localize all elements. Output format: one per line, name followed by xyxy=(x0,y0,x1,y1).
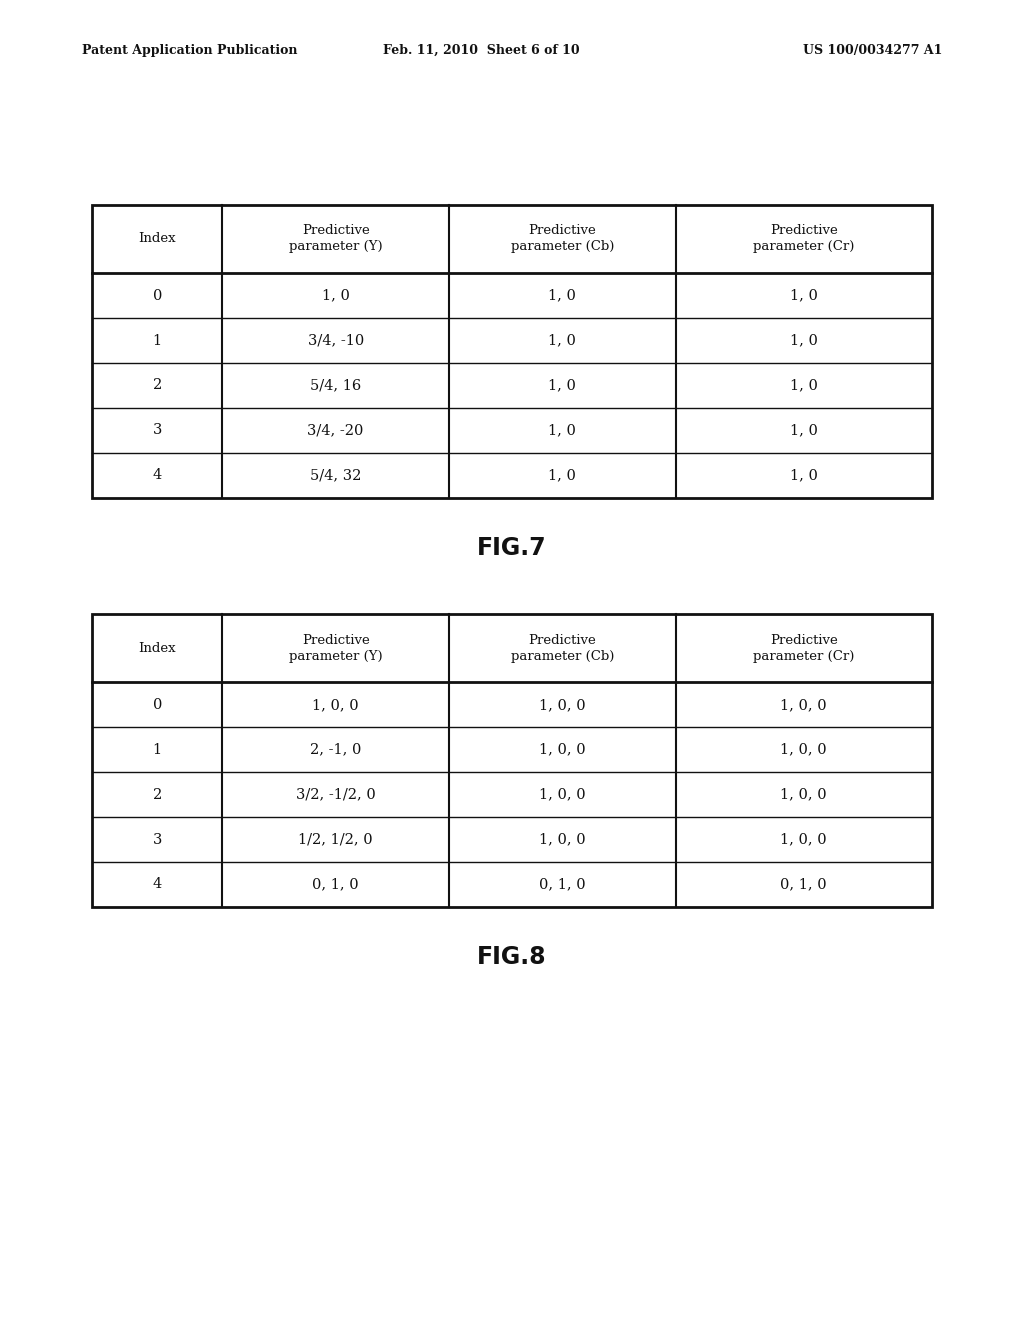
Text: 1, 0: 1, 0 xyxy=(790,289,818,302)
Text: Feb. 11, 2010  Sheet 6 of 10: Feb. 11, 2010 Sheet 6 of 10 xyxy=(383,44,580,57)
Text: 1, 0: 1, 0 xyxy=(790,379,818,392)
Text: Predictive
parameter (Cr): Predictive parameter (Cr) xyxy=(753,224,854,253)
Text: 1, 0: 1, 0 xyxy=(549,469,577,482)
Text: 1, 0, 0: 1, 0, 0 xyxy=(780,833,827,846)
Text: 1, 0: 1, 0 xyxy=(549,424,577,437)
Text: 1, 0, 0: 1, 0, 0 xyxy=(780,788,827,801)
Text: Predictive
parameter (Y): Predictive parameter (Y) xyxy=(289,634,383,663)
Text: 0, 1, 0: 0, 1, 0 xyxy=(780,878,827,891)
Text: 3: 3 xyxy=(153,424,162,437)
Text: 1: 1 xyxy=(153,743,162,756)
Text: 3/2, -1/2, 0: 3/2, -1/2, 0 xyxy=(296,788,376,801)
Text: 1, 0, 0: 1, 0, 0 xyxy=(539,698,586,711)
Text: Index: Index xyxy=(138,642,176,655)
Text: 0, 1, 0: 0, 1, 0 xyxy=(312,878,359,891)
Text: FIG.7: FIG.7 xyxy=(477,536,547,560)
Text: 1, 0: 1, 0 xyxy=(549,289,577,302)
Text: 3/4, -10: 3/4, -10 xyxy=(307,334,364,347)
Text: Predictive
parameter (Cb): Predictive parameter (Cb) xyxy=(511,634,614,663)
Text: 1, 0, 0: 1, 0, 0 xyxy=(539,788,586,801)
Text: 1, 0, 0: 1, 0, 0 xyxy=(312,698,359,711)
Text: 3/4, -20: 3/4, -20 xyxy=(307,424,364,437)
Text: 2: 2 xyxy=(153,788,162,801)
Text: FIG.8: FIG.8 xyxy=(477,945,547,969)
Text: 2: 2 xyxy=(153,379,162,392)
Text: 4: 4 xyxy=(153,469,162,482)
Text: Patent Application Publication: Patent Application Publication xyxy=(82,44,297,57)
Text: 1, 0: 1, 0 xyxy=(790,334,818,347)
Text: 1, 0: 1, 0 xyxy=(549,379,577,392)
Text: 4: 4 xyxy=(153,878,162,891)
Text: 1, 0: 1, 0 xyxy=(549,334,577,347)
Bar xyxy=(92,205,932,498)
Text: 1: 1 xyxy=(153,334,162,347)
Text: 0: 0 xyxy=(153,698,162,711)
Text: Predictive
parameter (Y): Predictive parameter (Y) xyxy=(289,224,383,253)
Text: 1, 0, 0: 1, 0, 0 xyxy=(780,743,827,756)
Text: Predictive
parameter (Cr): Predictive parameter (Cr) xyxy=(753,634,854,663)
Text: 2, -1, 0: 2, -1, 0 xyxy=(310,743,361,756)
Text: Predictive
parameter (Cb): Predictive parameter (Cb) xyxy=(511,224,614,253)
Text: 1, 0: 1, 0 xyxy=(790,424,818,437)
Text: 5/4, 16: 5/4, 16 xyxy=(310,379,361,392)
Text: US 100/0034277 A1: US 100/0034277 A1 xyxy=(803,44,942,57)
Text: 3: 3 xyxy=(153,833,162,846)
Text: Index: Index xyxy=(138,232,176,246)
Text: 1, 0, 0: 1, 0, 0 xyxy=(780,698,827,711)
Text: 0, 1, 0: 0, 1, 0 xyxy=(539,878,586,891)
Text: 1, 0: 1, 0 xyxy=(790,469,818,482)
Bar xyxy=(92,614,932,907)
Text: 0: 0 xyxy=(153,289,162,302)
Text: 5/4, 32: 5/4, 32 xyxy=(310,469,361,482)
Text: 1, 0, 0: 1, 0, 0 xyxy=(539,743,586,756)
Text: 1, 0: 1, 0 xyxy=(322,289,349,302)
Text: 1, 0, 0: 1, 0, 0 xyxy=(539,833,586,846)
Text: 1/2, 1/2, 0: 1/2, 1/2, 0 xyxy=(298,833,373,846)
